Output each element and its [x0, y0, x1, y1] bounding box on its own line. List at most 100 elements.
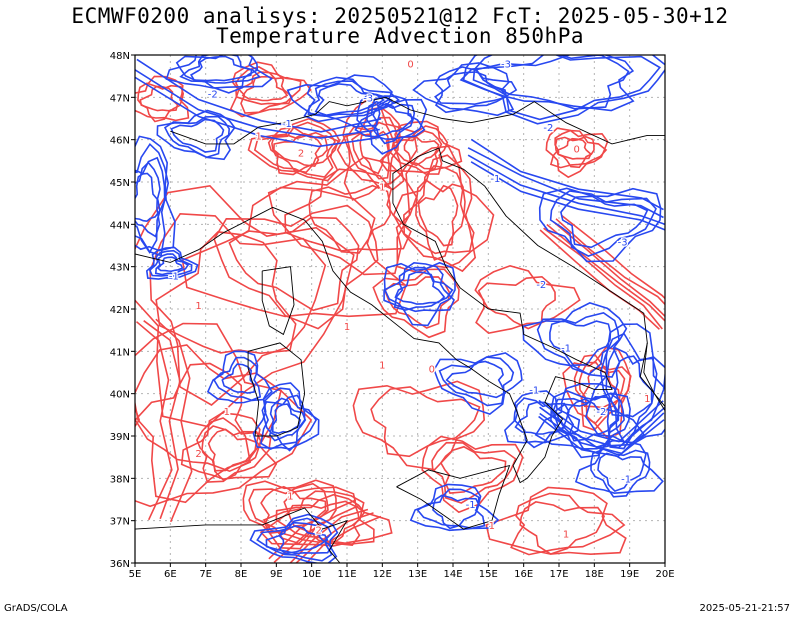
lat-tick-label: 46N — [110, 136, 130, 147]
cold-contour — [599, 332, 665, 450]
warm-contour — [474, 264, 581, 335]
cold-contour — [470, 161, 665, 231]
warm-contour — [268, 499, 357, 560]
cold-contour — [314, 83, 386, 116]
warm-contour — [370, 386, 481, 458]
warm-contour — [260, 485, 327, 534]
warm-contour — [143, 320, 181, 520]
cold-contour — [467, 147, 664, 219]
cold-contour — [135, 142, 170, 257]
cold-contour — [433, 352, 523, 415]
warm-contour — [439, 445, 507, 494]
cold-contour — [249, 513, 339, 563]
cold-contour — [467, 154, 665, 226]
cold-contour — [356, 92, 428, 155]
cold-contour — [206, 350, 273, 404]
cold-contour — [608, 355, 653, 418]
warm-contour — [228, 216, 360, 312]
cold-contour — [522, 302, 628, 378]
warm-contour — [262, 490, 375, 545]
cold-contour — [163, 115, 231, 159]
lon-tick-label: 13E — [408, 569, 427, 580]
footer-timestamp: 2025-05-21-21:57 — [699, 603, 790, 614]
cold-contour — [165, 55, 273, 89]
lat-tick-label: 47N — [110, 93, 130, 104]
lat-tick-label: 42N — [110, 305, 130, 316]
warm-contour — [181, 186, 407, 318]
cold-contour — [135, 76, 380, 148]
warm-contour — [259, 486, 393, 547]
contour-label: -1 — [466, 500, 476, 511]
lon-tick-label: 10E — [302, 569, 321, 580]
coastline — [223, 147, 665, 484]
warm-contour — [403, 165, 475, 255]
warm-contour — [137, 82, 185, 123]
contour-label: -1 — [490, 174, 500, 185]
contour-label: 1 — [287, 492, 293, 503]
lon-tick-label: 12E — [373, 569, 392, 580]
warm-contour — [242, 479, 337, 550]
contour-label: 0 — [407, 60, 413, 71]
cold-contour — [383, 261, 456, 327]
lon-tick-label: 16E — [514, 569, 533, 580]
warm-contour — [342, 97, 418, 201]
warm-contour — [305, 515, 382, 563]
contour-label: 1 — [489, 521, 495, 532]
warm-contour — [561, 214, 665, 300]
cold-contour — [252, 382, 320, 450]
warm-contour — [234, 66, 302, 114]
warm-contour — [275, 493, 366, 546]
cold-contour — [256, 517, 333, 562]
lat-tick-label: 37N — [110, 517, 130, 528]
lon-tick-label: 19E — [620, 569, 639, 580]
lon-tick-label: 7E — [199, 569, 212, 580]
cold-contour — [432, 494, 480, 530]
warm-contour — [546, 223, 665, 323]
cold-contour — [459, 55, 635, 112]
lat-tick-label: 45N — [110, 178, 130, 189]
contour-label: 1 — [644, 394, 650, 405]
lat-tick-label: 41N — [110, 347, 130, 358]
cold-contour — [190, 55, 253, 82]
cold-contour — [590, 448, 651, 498]
contour-label: 0 — [573, 144, 579, 155]
warm-contour — [247, 117, 341, 182]
lat-tick-label: 38N — [110, 474, 130, 485]
lat-tick-label: 36N — [110, 559, 130, 570]
cold-contour — [170, 118, 225, 153]
contour-label: -3 — [618, 238, 628, 249]
warm-contour — [180, 412, 278, 480]
warm-contour — [253, 121, 336, 178]
cold-contour — [272, 403, 302, 435]
contour-label: 1 — [224, 407, 230, 418]
cold-contour — [574, 439, 664, 495]
cold-contour — [412, 62, 515, 117]
contour-label: -2 — [596, 407, 606, 418]
lon-tick-label: 11E — [337, 569, 356, 580]
cold-contour — [135, 68, 380, 139]
warm-contour — [383, 276, 451, 329]
cold-contour — [549, 190, 657, 257]
lon-tick-label: 8E — [235, 569, 248, 580]
contour-label: 2 — [298, 149, 304, 160]
warm-contour — [543, 227, 663, 330]
latitude-axis: 48N 47N 46N 45N 44N 43N 42N 41N 40N 39N 38N 37N 36N — [110, 51, 135, 570]
warm-contour — [421, 435, 524, 514]
lat-tick-label: 39N — [110, 432, 130, 443]
warm-contour — [403, 136, 440, 167]
cold-contour — [148, 249, 193, 278]
warm-contour — [359, 130, 390, 175]
warm-contour — [351, 121, 395, 180]
cold-contour — [268, 397, 307, 442]
warm-contour — [135, 321, 173, 521]
cold-contour — [135, 172, 161, 223]
contour-label: -3 — [363, 94, 373, 105]
cold-contour — [135, 161, 161, 238]
lon-tick-label: 6E — [164, 569, 177, 580]
cold-contour — [260, 387, 318, 450]
cold-contour — [135, 135, 176, 252]
contour-label: -1 — [529, 386, 539, 397]
lat-tick-label: 48N — [110, 51, 130, 62]
cold-contour — [278, 525, 329, 555]
